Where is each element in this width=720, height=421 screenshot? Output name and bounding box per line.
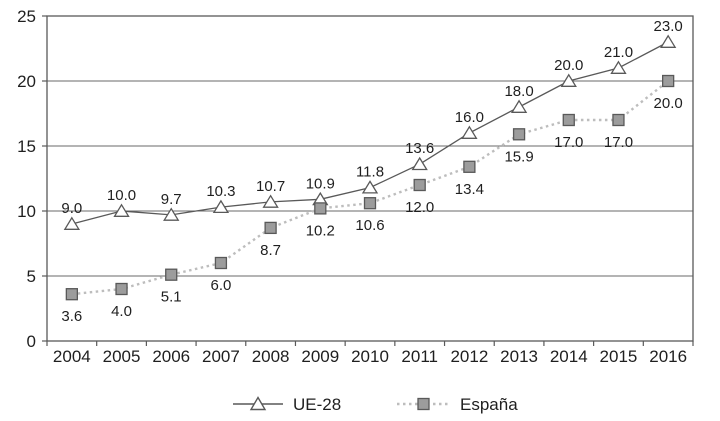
triangle-marker (63, 216, 81, 230)
square-marker (165, 268, 178, 281)
triangle-marker (461, 125, 478, 139)
y-axis-tick-label: 5 (27, 267, 36, 286)
x-axis-tick-label: 2015 (600, 347, 638, 366)
x-axis-tick-label: 2008 (252, 347, 290, 366)
x-axis-tick-label: 2009 (301, 347, 339, 366)
y-axis-tick-label: 0 (27, 332, 36, 351)
series-lines (63, 34, 677, 301)
data-label: 16.0 (455, 109, 484, 126)
gridlines (47, 80, 693, 277)
square-marker (512, 128, 526, 141)
square-marker (65, 288, 78, 301)
x-axis-tick-label: 2013 (500, 347, 538, 366)
data-label: 20.0 (554, 57, 583, 74)
triangle-marker (361, 180, 379, 194)
square-marker (413, 178, 426, 192)
square-marker (363, 197, 377, 210)
x-axis-tick-label: 2010 (351, 347, 389, 366)
square-marker (662, 74, 675, 88)
data-label: 10.9 (306, 175, 335, 192)
y-axis-tick-label: 25 (17, 7, 36, 26)
y-axis-tick-label: 15 (17, 137, 36, 156)
square-marker (214, 256, 228, 270)
triangle-marker (163, 207, 180, 221)
data-label: 13.4 (455, 181, 484, 198)
data-label: 4.0 (111, 303, 132, 320)
legend-label-ue28: UE-28 (293, 395, 341, 414)
x-axis-tick-label: 2011 (401, 347, 438, 366)
triangle-marker (262, 194, 279, 208)
square-marker (115, 282, 128, 296)
legend: UE-28 España (233, 395, 518, 414)
data-label: 6.0 (210, 277, 231, 294)
data-label: 18.0 (504, 83, 533, 100)
square-marker (612, 113, 625, 127)
x-axis-tick-label: 2007 (202, 347, 240, 366)
data-label: 17.0 (554, 134, 583, 151)
data-label: 3.6 (61, 308, 82, 325)
x-axis-tick-label: 2016 (649, 347, 687, 366)
triangle-marker (510, 99, 528, 113)
legend-triangle-marker-icon (249, 396, 267, 411)
y-axis-tick-label: 20 (17, 72, 36, 91)
data-labels: 9.0 10.0 9.7 10.3 10.7 10.9 11.8 13.6 16.0 18.0 20… (61, 18, 682, 325)
data-label: 9.7 (161, 191, 182, 208)
legend-square-marker-icon (417, 397, 430, 411)
x-axis: 2004 2005 2006 2007 2008 2009 2010 2011 2012 2013… (46, 341, 694, 366)
x-axis-tick-label: 2005 (103, 347, 141, 366)
square-marker (562, 113, 575, 127)
x-axis-tick-label: 2006 (152, 347, 190, 366)
x-axis-tick-label: 2004 (53, 347, 91, 366)
plot-border (46, 15, 694, 342)
data-label: 10.6 (355, 217, 384, 234)
x-axis-tick-label: 2014 (550, 347, 588, 366)
data-label: 15.9 (504, 148, 533, 165)
square-marker (264, 221, 277, 235)
data-label: 17.0 (604, 134, 633, 151)
data-label: 10.7 (256, 178, 285, 195)
square-marker (314, 202, 327, 215)
triangle-marker (212, 199, 230, 214)
data-label: 21.0 (604, 44, 633, 61)
data-label: 20.0 (654, 95, 683, 112)
data-label: 10.3 (206, 183, 235, 200)
plot-frame (46, 15, 694, 342)
legend-label-espana: España (460, 395, 518, 414)
legend-item-ue28: UE-28 (233, 395, 341, 414)
y-axis: 0 5 10 15 20 25 (17, 7, 47, 351)
legend-item-espana: España (397, 395, 518, 414)
triangle-marker (610, 60, 627, 74)
data-label: 23.0 (654, 18, 683, 35)
triangle-marker (411, 156, 428, 171)
data-label: 10.2 (306, 222, 335, 239)
data-label: 12.0 (405, 199, 434, 216)
data-label: 9.0 (61, 200, 82, 217)
data-label: 13.6 (405, 140, 434, 157)
square-marker (463, 160, 476, 173)
triangle-marker (560, 73, 577, 87)
triangle-marker (659, 34, 677, 48)
data-label: 10.0 (107, 187, 136, 204)
x-axis-tick-label: 2012 (450, 347, 488, 366)
data-label: 8.7 (260, 242, 281, 259)
triangle-marker (113, 203, 130, 217)
y-axis-tick-label: 10 (17, 202, 36, 221)
data-label: 11.8 (356, 164, 384, 181)
data-label: 5.1 (161, 289, 182, 306)
